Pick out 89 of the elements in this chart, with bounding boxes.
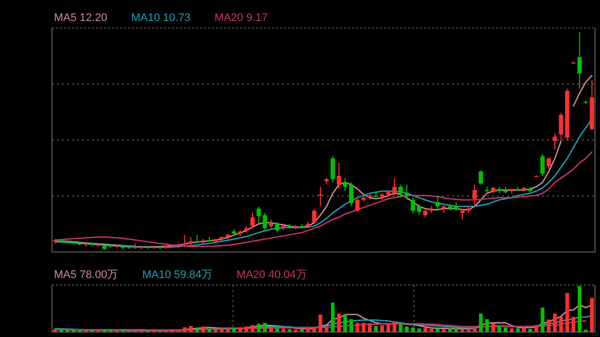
bar — [312, 327, 316, 332]
bar — [448, 328, 452, 332]
bar — [238, 327, 242, 332]
bar — [195, 328, 199, 332]
bar — [188, 326, 193, 332]
bar — [559, 316, 563, 332]
bar — [516, 328, 520, 332]
candlestick — [275, 221, 280, 234]
bar — [553, 314, 557, 332]
bar — [256, 324, 261, 332]
candlestick — [330, 156, 335, 183]
bar — [337, 314, 341, 332]
candlestick — [182, 234, 187, 246]
candlestick — [404, 184, 409, 200]
text: MA5 78.00万 — [54, 269, 118, 281]
bar — [572, 316, 576, 332]
bar — [220, 328, 224, 332]
bar — [343, 314, 347, 332]
candlestick — [577, 32, 582, 90]
bar — [430, 328, 434, 332]
candlestick — [336, 162, 342, 190]
bar — [504, 327, 508, 332]
bar — [498, 326, 502, 332]
candlestick — [435, 195, 440, 210]
bar — [306, 328, 310, 332]
bar — [182, 327, 187, 332]
candlestick — [546, 156, 551, 170]
text: MA20 9.17 — [214, 12, 268, 24]
bar — [454, 328, 458, 332]
text: MA10 10.73 — [131, 12, 191, 24]
bar — [478, 314, 483, 332]
candlestick — [392, 178, 397, 196]
bar — [275, 328, 280, 332]
bar — [534, 325, 538, 332]
bar — [349, 319, 354, 332]
text: MA20 40.04万 — [236, 269, 307, 281]
bar — [578, 286, 582, 332]
bar — [368, 323, 372, 332]
candlestick — [552, 132, 558, 150]
bar — [362, 322, 366, 332]
bar — [411, 327, 415, 332]
candlestick — [478, 170, 484, 186]
bar — [423, 328, 428, 332]
bar — [491, 323, 496, 332]
bar — [565, 292, 570, 332]
candlestick — [460, 208, 464, 220]
bar — [232, 328, 236, 332]
candlestick — [472, 184, 477, 207]
candlestick — [355, 197, 360, 212]
bar — [380, 325, 384, 332]
bar — [330, 302, 335, 332]
candlestick — [250, 212, 255, 229]
candlestick — [398, 184, 403, 198]
bar — [201, 326, 206, 332]
bar — [540, 308, 544, 332]
bar — [472, 327, 477, 332]
bar — [398, 324, 402, 332]
candlestick — [410, 197, 416, 214]
bar — [263, 322, 267, 332]
bar — [386, 324, 390, 332]
bar — [244, 326, 248, 332]
text: MA10 59.84万 — [142, 269, 213, 281]
bar — [546, 320, 551, 332]
bar — [417, 328, 421, 332]
bar — [404, 326, 409, 332]
bar — [392, 321, 396, 332]
bar — [522, 328, 526, 332]
bar — [460, 329, 464, 332]
candlestick — [312, 208, 316, 224]
bar — [318, 314, 322, 332]
text: MA5 12.20 — [54, 12, 108, 24]
bar — [250, 325, 254, 332]
candlestick — [416, 204, 422, 216]
bar — [356, 322, 360, 332]
bar — [485, 319, 489, 332]
bar — [442, 329, 446, 332]
bar — [510, 328, 514, 332]
candlestick — [540, 154, 545, 176]
bar — [269, 327, 273, 332]
candlestick — [558, 112, 564, 142]
bar — [300, 329, 304, 332]
bar — [324, 327, 328, 332]
bar — [214, 329, 218, 332]
bar — [374, 326, 378, 332]
bar — [53, 329, 57, 332]
bar — [466, 328, 470, 332]
bar — [590, 298, 594, 332]
bar — [436, 328, 440, 332]
bar — [288, 329, 292, 332]
